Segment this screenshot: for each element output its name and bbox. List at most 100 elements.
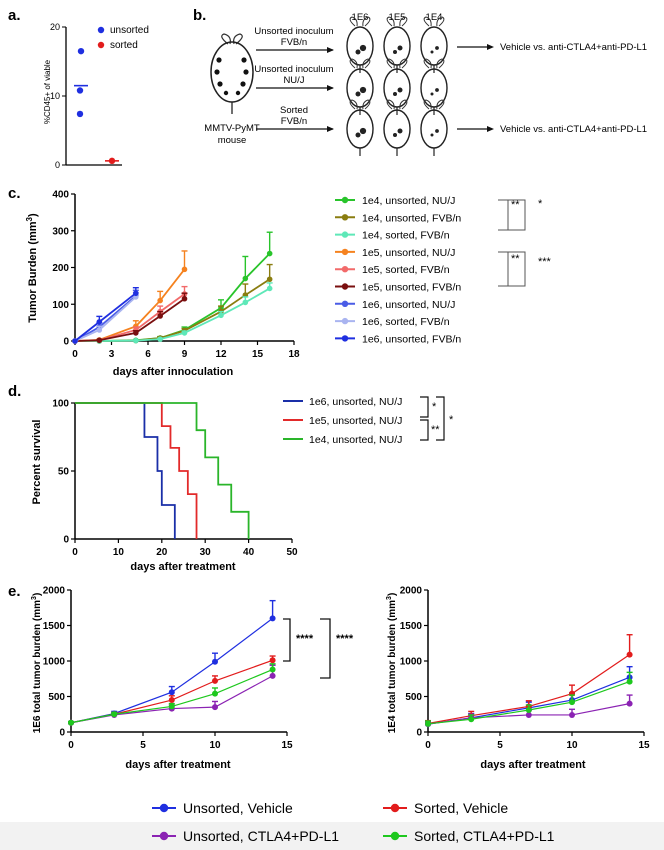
legend-label-unsorted-vehicle: Unsorted, Vehicle xyxy=(183,800,293,816)
survival-curve-1e6-unsorted-nu-j xyxy=(75,402,176,539)
y-tick-label: 500 xyxy=(405,692,422,703)
legend-label-1e5-unsorted-nu-j: 1e5, unsorted, NU/J xyxy=(362,247,455,259)
recipient-mouse-icon xyxy=(346,16,374,73)
legend-marker-unsorted-ctla4-pd-l1 xyxy=(159,831,169,841)
x-tick-label: 15 xyxy=(281,740,293,751)
panel-a-legend-unsorted-marker xyxy=(97,26,105,34)
panel-e-left-xlabel: days after treatment xyxy=(125,759,230,771)
significance-bracket xyxy=(505,251,526,287)
significance-bracket xyxy=(420,419,429,441)
legend-marker-sorted-ctla4-pd-l1 xyxy=(390,831,400,841)
tumor-mark xyxy=(430,92,434,96)
significance-label: **** xyxy=(336,633,354,645)
panel-c-xlabel: days after innoculation xyxy=(113,366,234,378)
y-tick-label: 100 xyxy=(52,300,69,311)
arrow-head xyxy=(487,44,494,50)
data-point-1e5-unsorted-fvb-n xyxy=(181,295,188,302)
data-point-1e5-unsorted-fvb-n xyxy=(157,313,163,319)
significance-label: ** xyxy=(511,253,520,265)
y-tick-label: 2000 xyxy=(43,586,66,597)
recipient-mouse-icon xyxy=(346,99,374,156)
mouse-ears xyxy=(386,99,408,110)
legend-marker-1e6-unsorted-nu-j xyxy=(341,300,349,307)
x-tick-label: 5 xyxy=(497,740,503,751)
recipient-mouse-icon xyxy=(420,58,448,115)
panel-a-ylabel: %CD45+ of viable xyxy=(43,59,52,124)
data-point-1e5-unsorted-fvb-n xyxy=(96,337,103,344)
row1-outcome: Vehicle vs. anti-CTLA4+anti-PD-L1 xyxy=(500,42,647,53)
footer-band xyxy=(0,822,664,850)
tumor-mark xyxy=(355,132,361,138)
x-tick-label: 12 xyxy=(215,349,227,360)
significance-label: * xyxy=(538,198,543,210)
data-point-sorted-vehicle xyxy=(168,697,175,704)
arrow-head xyxy=(327,47,334,53)
y-tick-label: 500 xyxy=(48,692,65,703)
panel-d-xlabel: days after treatment xyxy=(130,561,235,573)
legend-label-1e6-unsorted-fvb-n: 1e6, unsorted, FVB/n xyxy=(362,333,461,345)
data-point-1e5-unsorted-fvb-n xyxy=(133,330,139,336)
data-point-1e5-unsorted-nu-j xyxy=(157,297,163,304)
recipient-mouse-icon xyxy=(346,58,374,115)
y-tick-label: 400 xyxy=(52,190,69,201)
significance-bracket xyxy=(283,618,291,662)
data-point-1e4-sorted-fvb-n xyxy=(181,330,188,336)
legend-marker-1e6-unsorted-fvb-n xyxy=(341,335,349,342)
x-tick-label: 10 xyxy=(113,547,125,558)
significance-bracket xyxy=(505,199,526,231)
significance-bracket xyxy=(498,251,509,287)
data-point-1e4-sorted-fvb-n xyxy=(242,299,249,306)
legend-label-unsorted-ctla4-pd-l1: Unsorted, CTLA4+PD-L1 xyxy=(183,828,339,844)
data-point-1e4-sorted-fvb-n xyxy=(218,312,224,319)
arrow-head xyxy=(327,126,334,132)
recipient-mouse-icon xyxy=(420,99,448,156)
donor-mouse-icon xyxy=(210,33,254,114)
x-tick-label: 0 xyxy=(72,547,78,558)
y-tick-label: 1500 xyxy=(400,621,423,632)
x-tick-label: 15 xyxy=(638,740,650,751)
donor-label-line1: MMTV-PyMT xyxy=(204,123,260,134)
significance-label: ** xyxy=(431,424,440,436)
data-point-unsorted xyxy=(76,87,84,94)
legend-label-1e6-unsorted-nu-j: 1e6, unsorted, NU/J xyxy=(309,396,402,408)
y-tick-label: 0 xyxy=(63,535,69,546)
data-point-unsorted-ctla4-pd-l1 xyxy=(525,711,532,718)
arrow-head xyxy=(487,126,494,132)
y-tick-label: 0 xyxy=(59,728,65,739)
panel-a-legend-sorted: sorted xyxy=(110,40,138,51)
x-tick-label: 10 xyxy=(209,740,221,751)
significance-label: **** xyxy=(296,633,314,645)
y-tick-label: 50 xyxy=(58,467,70,478)
donor-label-line2: mouse xyxy=(218,135,247,146)
survival-curve-1e5-unsorted-nu-j xyxy=(75,402,198,539)
y-tick-label: 1000 xyxy=(400,657,423,668)
panel-a-legend-unsorted: unsorted xyxy=(110,25,149,36)
y-tick-label: 10 xyxy=(50,91,60,101)
tumor-mark xyxy=(359,127,367,135)
x-tick-label: 5 xyxy=(140,740,146,751)
significance-label: *** xyxy=(538,256,552,268)
panel-e-treatment-charts: 1E6 total tumor burden (mm3) days after … xyxy=(31,586,650,845)
legend-label-1e5-sorted-fvb-n: 1e5, sorted, FVB/n xyxy=(362,264,450,276)
series-line-1e4-unsorted-fvb-n xyxy=(75,278,271,342)
legend-marker-1e6-sorted-fvb-n xyxy=(341,317,349,325)
tumor-mark xyxy=(393,50,397,54)
data-point-1e4-sorted-fvb-n xyxy=(157,336,163,342)
tumor-mark xyxy=(393,92,397,96)
significance-bracket xyxy=(420,396,429,418)
recipient-mouse-icon xyxy=(420,16,448,73)
data-point-sorted-ctla4-pd-l1 xyxy=(468,716,475,723)
x-tick-label: 0 xyxy=(425,740,431,751)
legend-label-1e5-unsorted-nu-j: 1e5, unsorted, NU/J xyxy=(309,415,402,427)
data-point-1e4-unsorted-nu-j xyxy=(266,250,273,257)
panel-e-right-xlabel: days after treatment xyxy=(480,759,585,771)
data-point-sorted-ctla4-pd-l1 xyxy=(626,678,633,685)
significance-bracket xyxy=(436,396,445,441)
data-point-1e6-unsorted-fvb-n xyxy=(133,290,139,297)
mouse-ears xyxy=(423,99,445,110)
tumor-mark xyxy=(355,49,361,55)
recipient-mouse-icon xyxy=(383,58,411,115)
y-tick-label: 1000 xyxy=(43,657,66,668)
panel-d-ylabel: Percent survival xyxy=(31,420,43,505)
x-tick-label: 3 xyxy=(109,349,115,360)
